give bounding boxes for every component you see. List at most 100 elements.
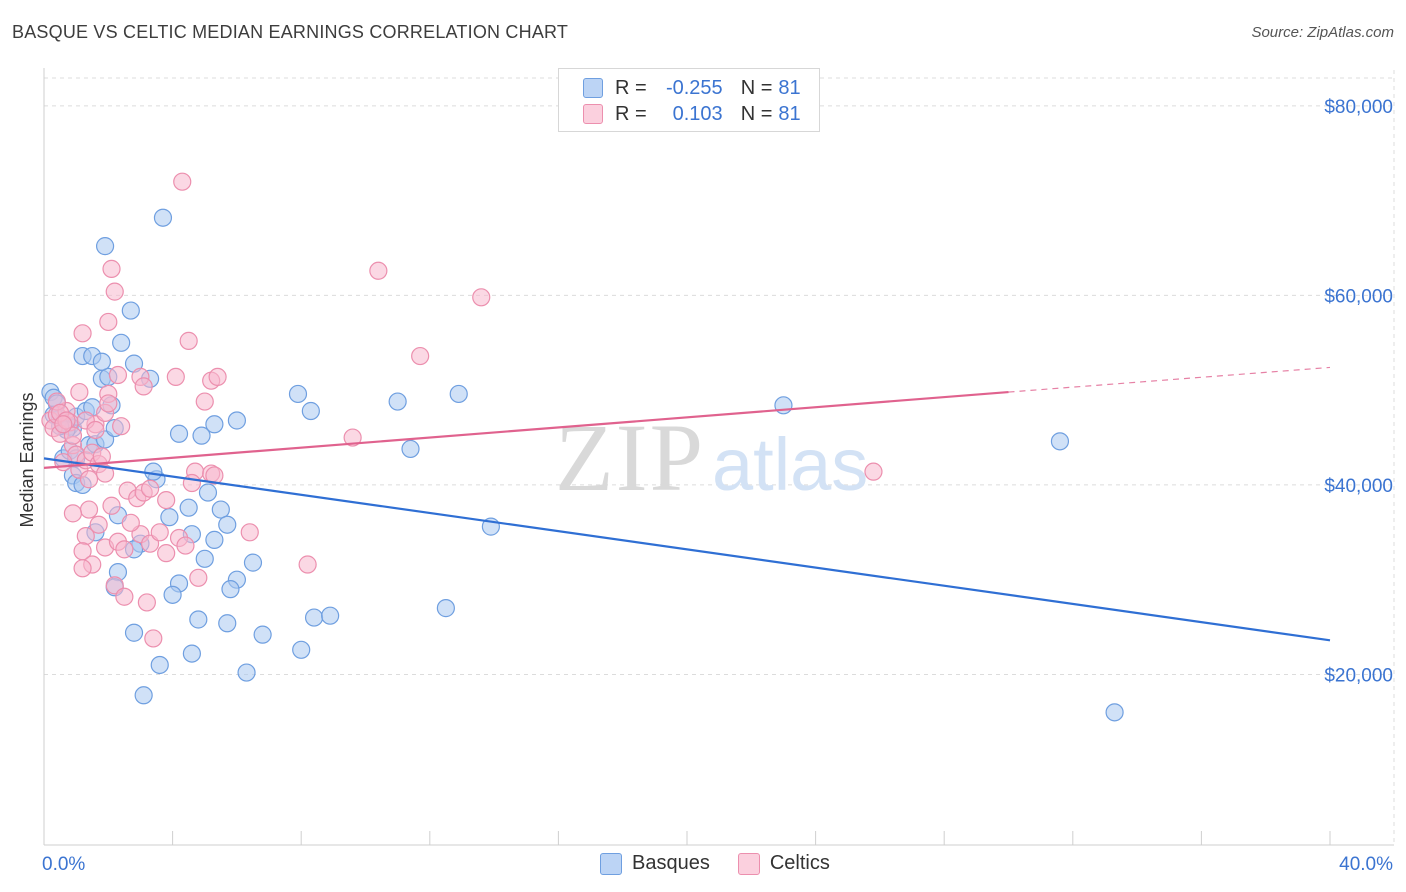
celtics-point — [369, 261, 388, 280]
basques-point — [288, 384, 308, 404]
celtics-point — [102, 259, 121, 278]
legend-item-celtics[interactable]: Celtics — [737, 852, 830, 875]
celtics-point — [208, 367, 227, 387]
basques-point — [292, 640, 311, 659]
celtics-point — [157, 490, 176, 510]
basques-point — [211, 500, 230, 519]
y-axis-label: Median Earnings — [17, 392, 37, 527]
basques-point — [253, 625, 272, 644]
legend-n-value-basques: 81 — [778, 76, 801, 99]
watermark: ZIP atlas — [555, 404, 868, 511]
basques-swatch — [583, 78, 603, 98]
basques-legend-swatch — [600, 852, 622, 875]
basques-point — [436, 599, 455, 618]
legend-n-label: N = — [740, 102, 773, 125]
celtics-swatch — [583, 104, 603, 124]
celtics-point — [240, 523, 259, 542]
celtics-point — [150, 523, 169, 542]
legend-r-label: R = — [615, 102, 647, 125]
celtics-point — [115, 540, 134, 559]
celtics-point — [89, 515, 108, 534]
celtics-point — [115, 587, 134, 606]
celtics-point — [70, 382, 89, 402]
y-tick-label: $20,000 — [1324, 665, 1393, 686]
legend-row-basques: R = -0.255 N = 81 — [583, 76, 801, 100]
celtics-point — [195, 392, 214, 411]
basques-point — [121, 301, 140, 320]
basques-point — [388, 392, 407, 411]
celtics-point — [140, 479, 160, 498]
celtics-point — [73, 559, 92, 578]
basques-point — [205, 530, 224, 549]
celtics-point — [108, 365, 128, 385]
celtics-point — [86, 420, 105, 440]
basques-point — [1105, 703, 1124, 722]
basques-point — [1050, 432, 1070, 451]
legend-r-label: R = — [615, 76, 647, 99]
legend-r-value-celtics: 0.103 — [672, 102, 723, 125]
celtics-point — [54, 415, 73, 434]
celtics-trend-line — [43, 390, 1009, 469]
celtics-point — [144, 629, 163, 648]
celtics-point — [99, 312, 118, 332]
y-tick-label: $60,000 — [1324, 286, 1393, 307]
celtics-point — [173, 172, 192, 191]
basques-point — [182, 644, 201, 663]
celtics-point — [189, 568, 208, 587]
basques-point — [112, 333, 131, 352]
basques-point — [95, 237, 115, 256]
celtics-point — [411, 346, 430, 366]
celtics-point — [63, 504, 83, 523]
celtics-point — [92, 447, 111, 466]
basques-point — [150, 655, 169, 675]
celtics-point — [121, 513, 140, 532]
chart-source: Source: ZipAtlas.com — [1251, 24, 1394, 41]
celtics-point — [864, 462, 883, 481]
basques-point — [449, 384, 468, 404]
legend-n-label: N = — [740, 76, 773, 99]
celtics-point — [79, 500, 99, 519]
y-tick-label: $80,000 — [1324, 97, 1393, 118]
legend-row-celtics: R = 0.103 N = 81 — [583, 102, 801, 126]
celtics-legend-swatch — [737, 852, 760, 875]
celtics-point — [134, 377, 153, 396]
basques-point — [160, 508, 179, 527]
basques-point — [401, 439, 420, 459]
axis-layer — [43, 68, 1394, 846]
basques-point — [192, 426, 211, 445]
basques-point — [124, 623, 144, 642]
basques-point — [198, 483, 218, 502]
watermark-atlas: atlas — [712, 423, 868, 506]
basques-point — [189, 610, 208, 629]
basques-point — [243, 553, 263, 572]
legend-r-value-basques: -0.255 — [665, 76, 723, 99]
basques-point — [153, 208, 173, 227]
legend-item-basques[interactable]: Basques — [600, 852, 710, 875]
x-tick-label-max: 40.0% — [1339, 854, 1393, 875]
celtics-point — [102, 496, 121, 515]
basques-point — [134, 686, 153, 705]
celtics-point — [79, 470, 99, 489]
celtics-point — [112, 417, 131, 436]
celtics-point — [472, 288, 491, 307]
basques-point — [218, 515, 237, 534]
celtics-point — [166, 367, 185, 387]
celtics-point — [182, 473, 201, 493]
celtics-point — [137, 593, 156, 612]
basques-point — [163, 585, 182, 604]
basques-point — [92, 352, 111, 371]
celtics-point — [343, 428, 362, 447]
celtics-point — [95, 464, 115, 483]
trend-layer — [43, 366, 1331, 642]
celtics-point — [157, 544, 176, 563]
watermark-zip: ZIP — [555, 404, 705, 511]
basques-trend-line — [43, 457, 1331, 642]
legend-n-value-celtics: 81 — [778, 102, 801, 125]
celtics-point — [298, 555, 317, 574]
celtics-point — [73, 324, 92, 343]
series-legend: Basques Celtics — [600, 852, 858, 875]
legend-label-basques: Basques — [632, 852, 710, 874]
legend-label-celtics: Celtics — [769, 852, 830, 874]
basques-point — [304, 608, 324, 627]
celtics-point — [99, 394, 118, 413]
